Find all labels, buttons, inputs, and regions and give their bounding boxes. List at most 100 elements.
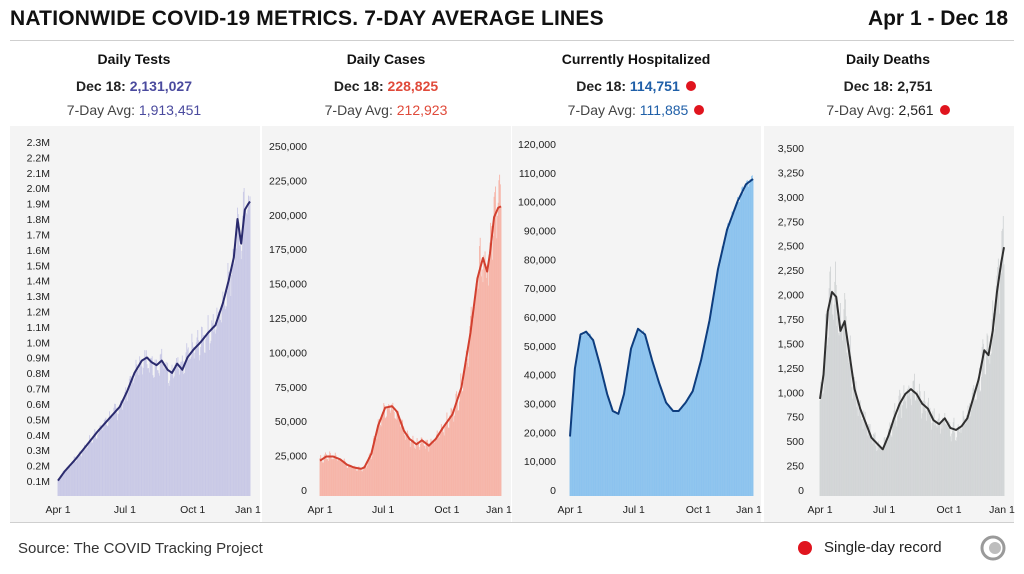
daily-bar bbox=[372, 438, 374, 496]
daily-bar bbox=[78, 451, 80, 496]
daily-bar bbox=[624, 385, 626, 496]
daily-bar bbox=[710, 314, 712, 496]
daily-bar bbox=[480, 262, 482, 496]
daily-bar bbox=[387, 406, 389, 496]
daily-bar bbox=[374, 436, 376, 496]
daily-bar bbox=[593, 341, 595, 496]
y-tick-label: 1.8M bbox=[27, 214, 50, 226]
daily-bar bbox=[591, 339, 593, 496]
daily-bar bbox=[907, 395, 909, 496]
daily-bar bbox=[873, 434, 875, 496]
daily-bar bbox=[458, 401, 460, 496]
daily-bar bbox=[591, 340, 593, 496]
daily-bar bbox=[989, 363, 991, 496]
daily-bar bbox=[825, 313, 827, 496]
daily-bar bbox=[599, 363, 601, 496]
daily-bar bbox=[728, 228, 730, 496]
daily-bar bbox=[197, 330, 199, 496]
daily-bar bbox=[656, 376, 658, 496]
daily-bar bbox=[460, 373, 462, 496]
chart-panel: 250,000 225,000 200,000 175,000 150,000 125,0… bbox=[262, 126, 512, 522]
daily-bar bbox=[906, 408, 908, 496]
daily-bar bbox=[493, 196, 495, 496]
daily-bar bbox=[624, 388, 626, 496]
daily-bar bbox=[906, 388, 908, 496]
daily-bar bbox=[61, 476, 63, 496]
daily-bar bbox=[914, 373, 915, 496]
daily-bar bbox=[654, 367, 656, 496]
daily-bar bbox=[221, 307, 223, 496]
y-tick-label: 0.5M bbox=[27, 414, 50, 426]
daily-bar bbox=[214, 325, 216, 496]
daily-bar bbox=[200, 346, 202, 496]
daily-bar bbox=[344, 461, 346, 496]
daily-bar bbox=[883, 437, 885, 496]
daily-bar bbox=[145, 356, 146, 496]
daily-bar bbox=[336, 459, 338, 496]
covid-tracking-logo-icon bbox=[980, 535, 1006, 561]
daily-bar bbox=[898, 395, 900, 496]
daily-bar bbox=[976, 399, 977, 496]
daily-bar bbox=[862, 428, 864, 496]
current-value-row: Dec 18: 2,751 bbox=[763, 77, 1013, 95]
daily-bar bbox=[138, 375, 140, 496]
y-tick-label: 250,000 bbox=[269, 141, 307, 153]
daily-bar bbox=[231, 264, 233, 496]
daily-bar bbox=[174, 364, 176, 496]
y-tick-label: 100,000 bbox=[269, 347, 307, 359]
daily-bar bbox=[600, 367, 602, 496]
daily-bar bbox=[904, 394, 906, 496]
daily-bar bbox=[605, 387, 607, 496]
daily-bar bbox=[842, 321, 844, 496]
daily-bar bbox=[341, 459, 342, 496]
daily-bar bbox=[918, 383, 920, 496]
daily-bar bbox=[485, 277, 487, 496]
daily-bar bbox=[614, 410, 616, 496]
daily-bar bbox=[934, 425, 936, 496]
panel-title: Daily Deaths bbox=[845, 51, 931, 67]
daily-bar bbox=[398, 418, 400, 496]
daily-bar bbox=[103, 424, 105, 496]
daily-bar bbox=[853, 376, 855, 496]
daily-bar bbox=[987, 335, 989, 496]
daily-bar bbox=[935, 425, 937, 496]
daily-bar bbox=[928, 397, 930, 496]
daily-bar bbox=[361, 470, 363, 496]
daily-bar bbox=[619, 408, 621, 496]
daily-bar bbox=[470, 315, 471, 496]
daily-bar bbox=[991, 319, 993, 496]
current-label: Dec 18: bbox=[76, 78, 126, 94]
daily-bar bbox=[490, 222, 492, 496]
y-tick-label: 100,000 bbox=[518, 197, 556, 209]
daily-bar bbox=[323, 455, 325, 496]
daily-bar bbox=[716, 277, 717, 496]
daily-bar bbox=[225, 309, 227, 496]
daily-bar bbox=[67, 465, 69, 496]
record-dot-icon bbox=[685, 81, 696, 91]
daily-bar bbox=[217, 314, 219, 496]
daily-bar bbox=[942, 419, 944, 496]
daily-bar bbox=[688, 396, 690, 496]
daily-bar bbox=[212, 314, 214, 496]
daily-bar bbox=[379, 424, 381, 496]
daily-bar bbox=[114, 403, 116, 496]
daily-bar bbox=[471, 328, 473, 496]
daily-bar bbox=[232, 248, 234, 496]
daily-bar bbox=[399, 427, 401, 496]
y-tick-label: 2,250 bbox=[778, 265, 804, 277]
daily-bar bbox=[873, 433, 875, 496]
daily-bar bbox=[880, 449, 882, 496]
y-tick-label: 0.8M bbox=[27, 368, 50, 380]
daily-bar bbox=[329, 453, 331, 496]
daily-bar bbox=[234, 248, 236, 496]
daily-bar bbox=[211, 320, 213, 496]
daily-bar bbox=[677, 409, 679, 496]
daily-bar bbox=[425, 439, 427, 496]
y-tick-label: 3,250 bbox=[778, 167, 804, 179]
daily-bar bbox=[575, 360, 577, 496]
daily-bar bbox=[355, 469, 357, 496]
daily-bar bbox=[115, 407, 117, 496]
daily-bar bbox=[236, 248, 238, 496]
current-value: 114,751 bbox=[629, 78, 680, 94]
daily-bar bbox=[620, 406, 621, 496]
